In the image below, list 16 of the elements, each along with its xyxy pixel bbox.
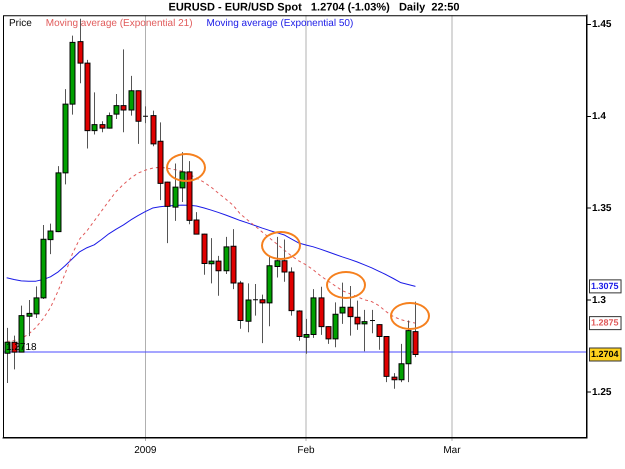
text: 1.2875 [591, 318, 619, 328]
y-tick-label: 1.45 [592, 19, 612, 30]
text: 1.2704 [591, 349, 619, 360]
candlestick [370, 309, 376, 334]
text: Moving average (Exponential 50) [206, 18, 354, 30]
y-tick-label: 1.35 [592, 202, 612, 214]
text: Moving average (Exponential 21) [46, 18, 193, 30]
x-tick-label: Mar [443, 444, 462, 456]
y-tick-label: 1.4 [592, 111, 606, 122]
annotation: Price [9, 18, 32, 30]
y-tick-label: 1.25 [592, 386, 612, 398]
x-tick-label: 2009 [134, 444, 157, 456]
text: 1.3075 [591, 280, 619, 291]
chart-title: EURUSD - EUR/USD Spot 1.2704 (-1.03%) Daily 22:50 [168, 2, 460, 14]
y-tick-label: 1.3 [592, 294, 606, 306]
x-tick-label: Feb [297, 444, 316, 456]
